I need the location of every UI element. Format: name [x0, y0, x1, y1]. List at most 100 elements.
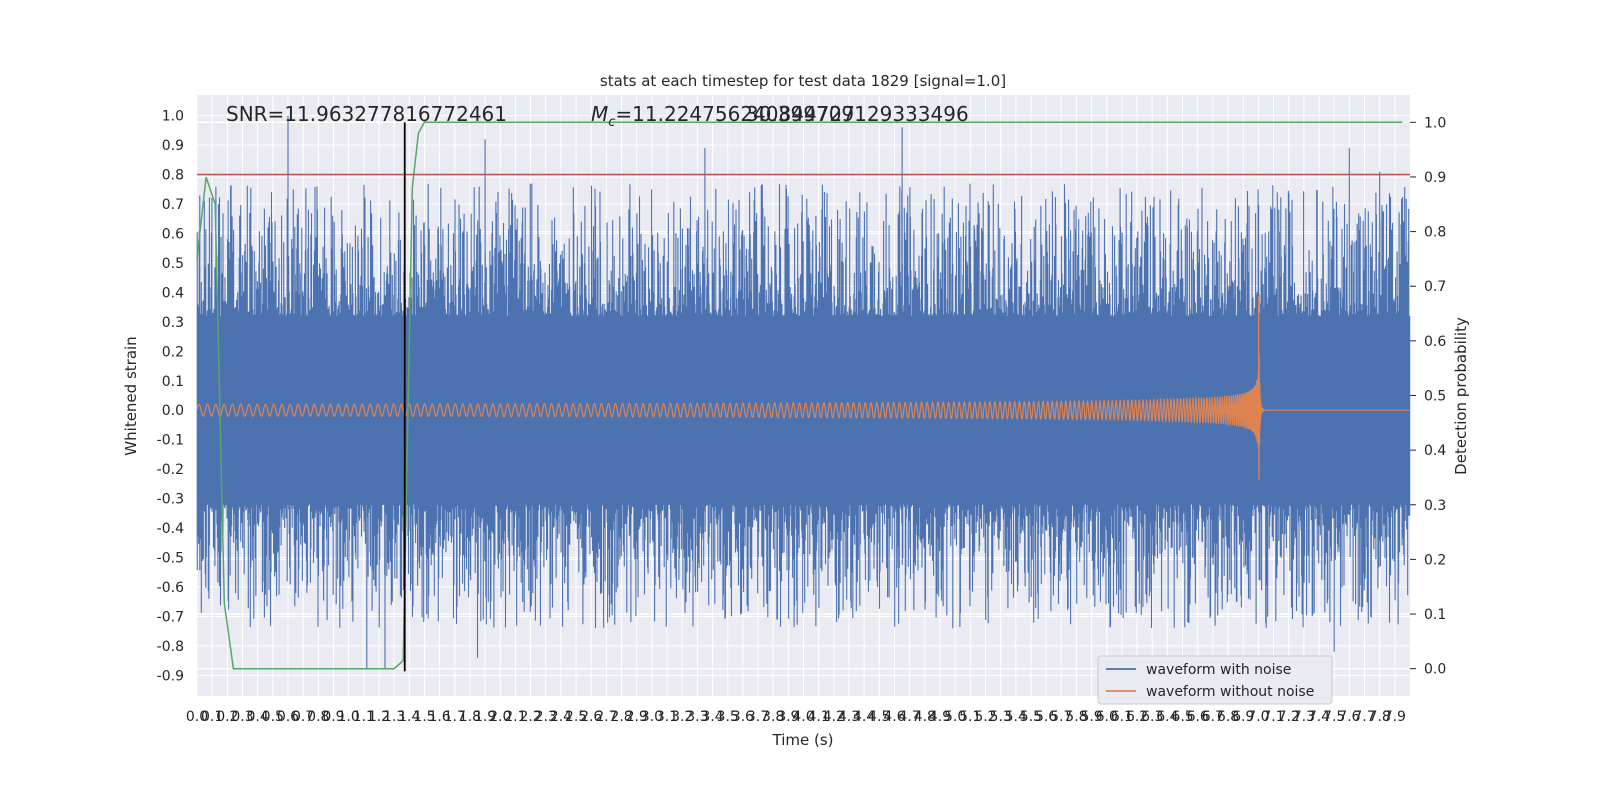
left-y-tick-label: -0.2	[157, 462, 184, 478]
x-tick-label: 0.0	[186, 709, 208, 725]
left-y-tick-label: -0.8	[157, 639, 184, 655]
right-y-tick-label: 0.5	[1424, 389, 1446, 405]
x-tick-label: 5.9	[1080, 709, 1102, 725]
x-tick-label: 1.3	[383, 709, 405, 725]
x-tick-label: 5.8	[1065, 709, 1087, 725]
x-tick-label: 4.0	[792, 709, 814, 725]
left-y-tick-label: -0.1	[157, 433, 184, 449]
x-tick-label: 4.3	[838, 709, 860, 725]
x-tick-label: 0.2	[216, 709, 238, 725]
mc-value: =11.224756240844727	[615, 102, 854, 126]
x-tick-label: 1.2	[368, 709, 390, 725]
right-y-tick-label: 1.0	[1424, 115, 1446, 131]
x-tick-label: 4.2	[823, 709, 845, 725]
x-tick-label: 7.9	[1384, 709, 1406, 725]
x-tick-label: 6.0	[1096, 709, 1118, 725]
x-axis-label: Time (s)	[772, 731, 834, 749]
x-tick-label: 2.4	[550, 709, 572, 725]
x-tick-label: 3.0	[641, 709, 663, 725]
mc-symbol: M	[591, 102, 608, 126]
x-tick-label: 2.0	[489, 709, 511, 725]
x-tick-label: 7.2	[1278, 709, 1300, 725]
chirp-mass-overlap-annotation: 30.399709129333496	[746, 102, 969, 126]
left-y-tick-label: 0.2	[162, 344, 184, 360]
x-tick-label: 4.9	[929, 709, 951, 725]
left-y-axis-label: Whitened strain	[122, 336, 140, 455]
x-tick-label: 6.3	[1141, 709, 1163, 725]
x-tick-label: 2.5	[565, 709, 587, 725]
x-tick-label: 4.8	[914, 709, 936, 725]
x-tick-label: 0.9	[322, 709, 344, 725]
x-tick-label: 5.1	[959, 709, 981, 725]
left-y-tick-label: -0.5	[157, 551, 184, 567]
left-y-tick-label: 0.6	[162, 226, 184, 242]
right-y-tick-label: 0.1	[1424, 607, 1446, 623]
right-y-tick-label: 0.6	[1424, 334, 1446, 350]
x-tick-label: 7.1	[1262, 709, 1284, 725]
x-tick-label: 3.9	[777, 709, 799, 725]
x-tick-label: 5.3	[989, 709, 1011, 725]
x-tick-label: 0.3	[231, 709, 253, 725]
x-tick-label: 3.8	[762, 709, 784, 725]
x-tick-label: 2.8	[610, 709, 632, 725]
left-y-tick-label: 0.3	[162, 315, 184, 331]
x-tick-label: 0.4	[247, 709, 269, 725]
x-tick-label: 1.7	[444, 709, 466, 725]
x-tick-label: 6.4	[1156, 709, 1178, 725]
chirp-mass-annotation: Mc=11.224756240844727	[591, 102, 855, 130]
x-tick-label: 3.1	[656, 709, 678, 725]
x-tick-label: 1.9	[474, 709, 496, 725]
x-tick-label: 4.5	[868, 709, 890, 725]
left-y-tick-label: -0.6	[157, 580, 184, 596]
right-y-tick-label: 0.2	[1424, 552, 1446, 568]
x-tick-label: 5.7	[1050, 709, 1072, 725]
x-tick-label: 7.7	[1353, 709, 1375, 725]
right-y-tick-label: 0.3	[1424, 498, 1446, 514]
x-tick-label: 3.2	[671, 709, 693, 725]
x-tick-label: 5.0	[944, 709, 966, 725]
x-tick-label: 5.5	[1020, 709, 1042, 725]
snr-annotation: SNR=11.963277816772461	[226, 102, 507, 126]
x-tick-label: 0.5	[262, 709, 284, 725]
x-tick-label: 3.5	[717, 709, 739, 725]
x-tick-label: 2.7	[595, 709, 617, 725]
x-tick-label: 7.5	[1323, 709, 1345, 725]
left-y-tick-label: -0.3	[157, 492, 184, 508]
x-tick-label: 7.3	[1293, 709, 1315, 725]
right-y-tick-label: 0.4	[1424, 443, 1446, 459]
x-tick-label: 4.4	[853, 709, 875, 725]
x-tick-label: 5.4	[1005, 709, 1027, 725]
x-tick-label: 4.6	[883, 709, 905, 725]
x-tick-label: 1.0	[337, 709, 359, 725]
x-tick-label: 6.9	[1232, 709, 1254, 725]
x-tick-label: 6.6	[1187, 709, 1209, 725]
x-tick-label: 1.4	[398, 709, 420, 725]
x-tick-label: 2.6	[580, 709, 602, 725]
left-y-tick-label: 0.5	[162, 256, 184, 272]
x-tick-label: 2.9	[626, 709, 648, 725]
x-tick-label: 4.1	[808, 709, 830, 725]
x-tick-label: 1.1	[353, 709, 375, 725]
x-tick-label: 1.8	[459, 709, 481, 725]
left-y-tick-label: 0.0	[162, 403, 184, 419]
x-tick-label: 7.6	[1338, 709, 1360, 725]
right-y-tick-label: 0.7	[1424, 279, 1446, 295]
x-tick-label: 6.1	[1111, 709, 1133, 725]
legend-box	[1097, 655, 1333, 705]
x-tick-label: 7.4	[1308, 709, 1330, 725]
x-tick-label: 7.0	[1247, 709, 1269, 725]
x-tick-labels: 0.00.10.20.30.40.50.60.70.80.91.01.11.21…	[186, 709, 1406, 725]
chart-title: stats at each timestep for test data 182…	[600, 72, 1006, 90]
legend-label-noisy: waveform with noise	[1146, 662, 1291, 678]
x-tick-label: 5.2	[974, 709, 996, 725]
x-tick-label: 5.6	[1035, 709, 1057, 725]
left-y-tick-label: 0.7	[162, 197, 184, 213]
left-y-tick-label: -0.9	[157, 668, 184, 684]
x-tick-label: 6.7	[1202, 709, 1224, 725]
left-y-tick-label: 0.4	[162, 285, 184, 301]
right-y-tick-label: 0.0	[1424, 662, 1446, 678]
x-tick-label: 7.8	[1369, 709, 1391, 725]
x-tick-label: 1.5	[413, 709, 435, 725]
left-y-tick-label: 0.1	[162, 374, 184, 390]
